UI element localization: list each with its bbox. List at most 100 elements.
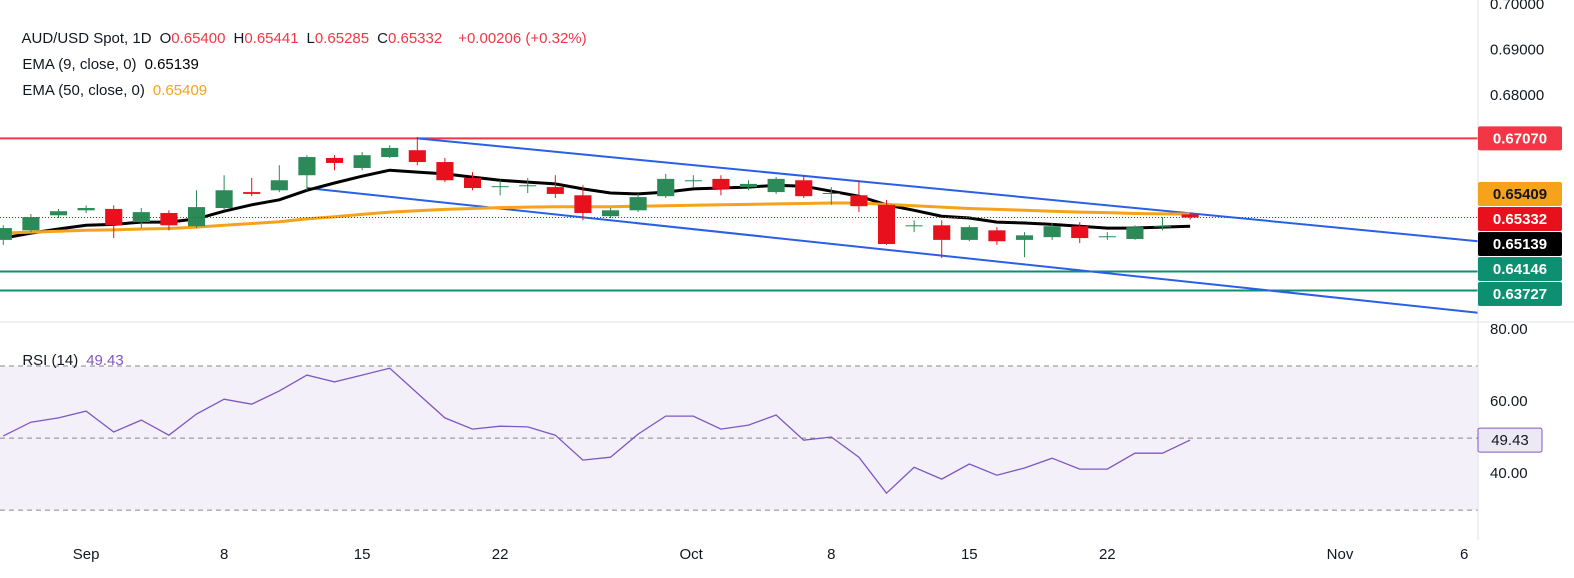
candle-body [519,185,537,187]
candle-body [960,227,978,240]
rsi-line [3,367,1191,495]
ohlc-value: 0.65332 [387,30,443,47]
candle-body [712,178,730,189]
candle-body [988,230,1006,242]
candle-body [436,162,454,181]
candle-body [684,180,702,182]
ema-line [3,201,1191,235]
candle-body [1153,226,1172,228]
ohlc-value: 0.65400 [171,30,226,47]
candle-body [160,213,178,226]
price-badge [1478,281,1562,306]
candle-body [1015,235,1034,240]
x-tick-label: Sep [73,546,100,563]
ohlc-value: 0.65441 [244,30,299,47]
rsi-value: 49.43 [86,352,124,369]
candle-body [49,211,68,216]
candle-body [601,210,620,217]
price-badge-label: 0.65332 [1493,211,1547,228]
series-name: EMA (50, close, 0) [22,82,145,99]
candle-body [22,217,40,231]
candle-body [877,204,896,244]
candle-body [353,155,371,168]
price-badge [1478,256,1562,281]
candle-body [0,228,12,240]
candle-body [739,183,758,188]
y-tick-label: 80.00 [1490,321,1528,338]
candle-body [77,208,95,211]
symbol-title: AUD/USD Spot, 1D [21,30,152,47]
price-badge-label: 0.63727 [1493,286,1547,303]
rsi-badge [1477,427,1543,453]
ohlc-key: C [377,30,388,47]
price-pane [0,137,1478,314]
change: +0.00206 (+0.32%) [458,30,587,47]
candle-body [463,177,482,188]
x-tick-label: 8 [827,546,835,563]
price-badge-label: 0.65139 [1493,236,1547,253]
candle-body [1098,236,1116,238]
candle-body [850,195,868,207]
x-tick-label: 22 [492,546,509,563]
x-tick-label: Oct [679,546,703,563]
x-tick-label: 22 [1099,546,1116,563]
x-tick-label: 15 [961,546,978,563]
candle-body [1071,226,1089,239]
x-tick-label: 15 [354,546,371,563]
candle-body [105,208,123,226]
candle-body [381,147,399,158]
candle-body [1181,214,1199,218]
candle-body [243,192,261,194]
candle-body [298,157,316,176]
candle-body [795,180,813,197]
candle-body [822,193,840,195]
ohlc-key: O [159,30,172,47]
rsi-title: RSI (14) [22,352,79,369]
candle-body [1043,226,1061,238]
ema-legend: EMA (50, close, 0) 0.65409 [14,65,215,99]
candle-body [491,186,509,188]
price-badge-label: 0.65409 [1493,186,1547,203]
ohlc-key: L [306,30,315,47]
price-badge-label: 0.64146 [1493,261,1547,278]
candle-body [187,207,206,227]
x-tick-label: 8 [220,546,228,563]
y-tick-label: 0.68000 [1490,87,1544,104]
y-tick-label: 60.00 [1490,393,1528,410]
candle-body [215,190,233,209]
candle-body [629,197,647,211]
candle-body [325,157,344,163]
y-tick-label: 0.70000 [1490,0,1544,13]
trend-line [417,137,1478,243]
series-value: 0.65139 [144,56,199,73]
candle-body [933,225,951,240]
candle-body [408,150,426,163]
ohlc-values: O0.65400 H0.65441 L0.65285 C0.65332 [160,30,451,47]
candle-body [657,178,675,197]
x-tick-label: Nov [1327,546,1354,563]
price-badge [1478,206,1562,231]
candle-body [1126,227,1144,239]
ohlc-key: H [233,30,245,47]
candle-body [270,180,288,191]
price-badge [1478,181,1562,206]
ohlc-value: 0.65285 [314,30,370,47]
candle-body [767,178,785,193]
price-badge [1478,231,1562,256]
series-value: 0.65409 [152,82,208,99]
y-tick-label: 40.00 [1490,465,1528,482]
candle-body [546,187,564,194]
series-name: EMA (9, close, 0) [22,56,137,73]
ema-legend: EMA (9, close, 0) 0.65139 [14,39,207,73]
ohlc-legend: AUD/USD Spot, 1D O0.65400 H0.65441 L0.65285… [14,13,595,47]
y-tick-label: 0.69000 [1490,41,1544,58]
price-badge-label: 0.67070 [1493,130,1547,147]
rsi-badge-label: 49.43 [1491,432,1529,449]
price-badge [1478,126,1562,151]
rsi-legend: RSI (14) 49.43 [14,335,132,369]
candle-body [574,195,592,214]
x-tick-label: 6 [1460,546,1468,563]
candle-body [905,225,923,227]
